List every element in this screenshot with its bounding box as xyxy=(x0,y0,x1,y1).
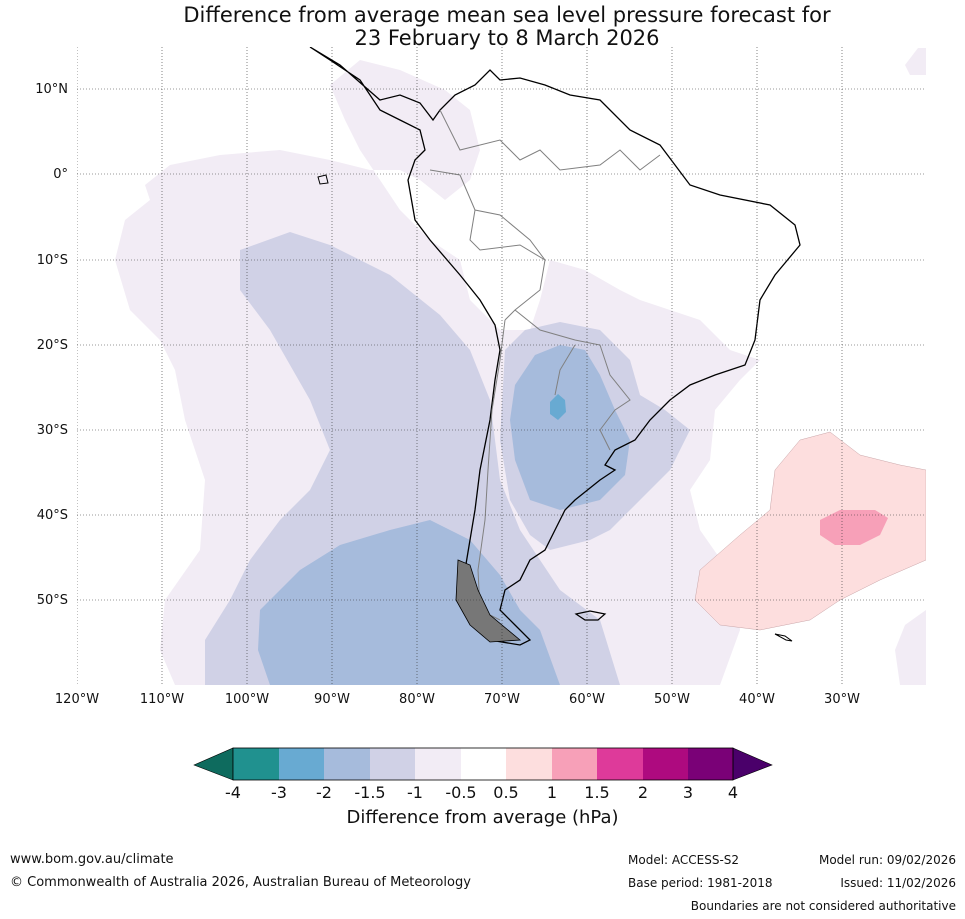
lat-label-10s: 10°S xyxy=(36,253,68,268)
colorbar-tick: 1 xyxy=(546,783,558,802)
latitude-gridlines xyxy=(77,88,926,601)
lat-label-10n: 10°N xyxy=(35,82,68,97)
colorbar-swatch-4 xyxy=(370,748,415,780)
colorbar-tick: 0.5 xyxy=(493,783,519,802)
colorbar-tick: 4 xyxy=(727,783,739,802)
colorbar-swatch-1 xyxy=(233,748,279,780)
colorbar-tick: -2 xyxy=(316,783,332,802)
colorbar-swatch-5 xyxy=(415,748,461,780)
model-name: Model: ACCESS-S2 xyxy=(628,853,740,867)
lon-label-110w: 110°W xyxy=(139,692,185,707)
colorbar-tick: -4 xyxy=(225,783,241,802)
colorbar-tick: -1.5 xyxy=(354,783,386,802)
colorbar-swatch-9 xyxy=(597,748,643,780)
colorbar-title: Difference from average (hPa) xyxy=(346,807,619,828)
tierra-del-fuego-archipelago xyxy=(455,559,522,643)
anomaly-region-blue xyxy=(258,520,560,685)
lon-label-70w: 70°W xyxy=(484,692,520,707)
lat-label-50s: 50°S xyxy=(36,593,68,608)
lat-label-30s: 30°S xyxy=(36,423,68,438)
colorbar-swatch-6 xyxy=(461,748,506,780)
island-south-georgia xyxy=(774,633,793,642)
colorbar-swatch-2 xyxy=(279,748,324,780)
title-line-2: 23 February to 8 March 2026 xyxy=(354,26,660,50)
island-falklands xyxy=(574,610,607,621)
colorbar-extend-high xyxy=(732,747,773,781)
issued-date: Issued: 11/02/2026 xyxy=(840,876,956,890)
colorbar-tick: 3 xyxy=(682,783,694,802)
country-borders xyxy=(429,109,661,621)
colorbar-swatch-11 xyxy=(688,748,733,780)
colorbar-swatch-3 xyxy=(324,748,370,780)
lon-label-50w: 50°W xyxy=(654,692,690,707)
colorbar-tick: 2 xyxy=(637,783,649,802)
title-line-1: Difference from average mean sea level p… xyxy=(183,3,831,27)
longitude-gridlines xyxy=(77,47,843,685)
continent-outline xyxy=(309,47,801,646)
anomaly-region-lavender-ne xyxy=(905,48,926,75)
lat-label-40s: 40°S xyxy=(36,508,68,523)
colorbar-swatch-8 xyxy=(552,748,597,780)
island-galapagos xyxy=(317,174,329,185)
colorbar-swatch-10 xyxy=(643,748,688,780)
anomaly-region-blue-2 xyxy=(510,345,630,510)
base-period: Base period: 1981-2018 xyxy=(628,876,773,890)
model-run: Model run: 09/02/2026 xyxy=(818,853,956,867)
anomaly-region-lavender-se xyxy=(895,610,926,685)
website-link[interactable]: www.bom.gov.au/climate xyxy=(10,852,174,867)
lon-label-40w: 40°W xyxy=(739,692,775,707)
anomaly-region-mid-blue xyxy=(550,394,566,420)
colorbar-tick: -1 xyxy=(407,783,423,802)
lon-label-80w: 80°W xyxy=(399,692,435,707)
lon-label-120w: 120°W xyxy=(54,692,100,707)
lon-label-60w: 60°W xyxy=(569,692,605,707)
colorbar-extend-low xyxy=(193,747,234,781)
anomaly-region-pale-pink xyxy=(694,431,926,631)
colorbar xyxy=(193,747,773,781)
colorbar-tick: -3 xyxy=(271,783,287,802)
lon-label-90w: 90°W xyxy=(314,692,350,707)
colorbar-swatch-7 xyxy=(506,748,552,780)
colorbar-tick: 1.5 xyxy=(584,783,610,802)
anomaly-region-pink xyxy=(820,510,888,545)
boundaries-disclaimer: Boundaries are not considered authoritat… xyxy=(690,899,956,913)
lat-label-0: 0° xyxy=(53,167,68,182)
lat-label-20s: 20°S xyxy=(36,338,68,353)
lon-label-30w: 30°W xyxy=(824,692,860,707)
colorbar-tick: -0.5 xyxy=(445,783,477,802)
copyright-text: © Commonwealth of Australia 2026, Austra… xyxy=(10,875,471,890)
lon-label-100w: 100°W xyxy=(224,692,270,707)
map-title: Difference from average mean sea level p… xyxy=(0,4,965,50)
